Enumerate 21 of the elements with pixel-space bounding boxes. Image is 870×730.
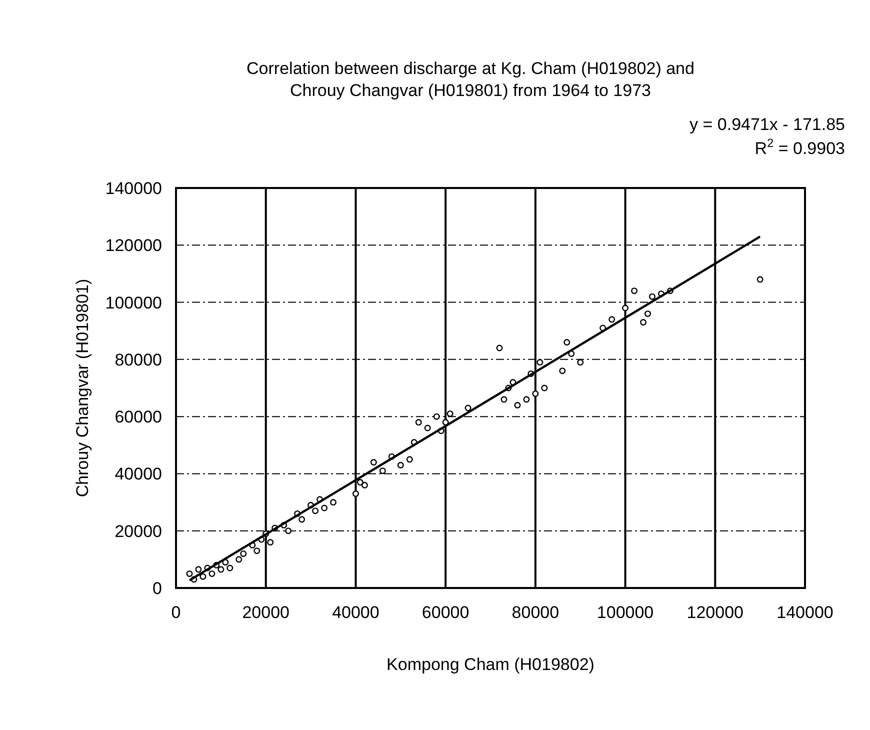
text: R$^{2}$ = 0.9903 bbox=[754, 136, 845, 158]
y-tick-label: 40000 bbox=[114, 464, 162, 484]
y-tick-label: 0 bbox=[152, 579, 162, 598]
x-tick-label: 100000 bbox=[596, 603, 654, 622]
x-tick-label: 120000 bbox=[686, 603, 744, 622]
x-tick-label: 140000 bbox=[776, 603, 834, 622]
y-tick-label: 20000 bbox=[114, 522, 162, 541]
x-tick-label: 20000 bbox=[242, 603, 290, 622]
y-tick-label: 60000 bbox=[114, 408, 162, 427]
y-tick-label: 80000 bbox=[114, 350, 162, 370]
y-axis-title: Chrouy Changvar (H019801) bbox=[73, 278, 92, 498]
x-tick-label: 40000 bbox=[332, 603, 380, 622]
chart-title: Correlation between discharge at Kg. Cham (H019802) and Chrouy Changvar (H019801) from 1964 to 1973 bbox=[246, 59, 694, 100]
y-tick-label: 100000 bbox=[105, 293, 162, 312]
y-tick-label: 120000 bbox=[105, 236, 162, 256]
x-tick-label: 0 bbox=[171, 603, 181, 622]
x-axis-title: Kompong Cham (H019802) bbox=[386, 655, 594, 674]
y-tick-label: 140000 bbox=[105, 179, 162, 198]
x-tick-label: 60000 bbox=[422, 603, 470, 622]
text: y = 0.9471x - 171.85 bbox=[690, 115, 845, 134]
x-tick-label: 80000 bbox=[512, 603, 560, 622]
